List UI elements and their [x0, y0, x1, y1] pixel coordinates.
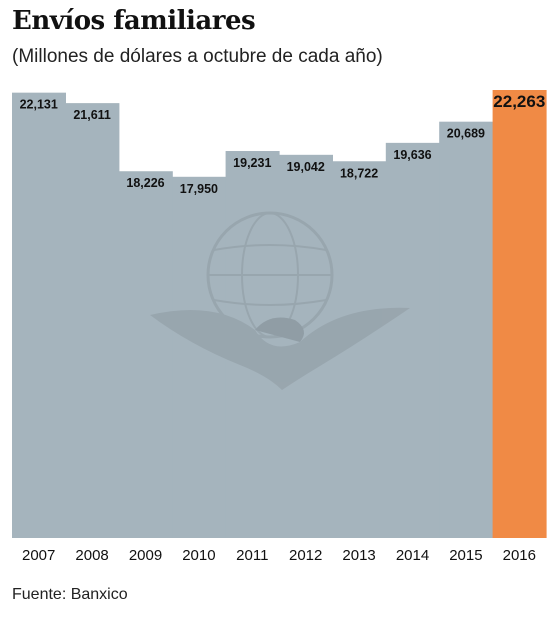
x-tick-2007: 2007 [22, 547, 55, 564]
bar-2010 [172, 176, 227, 538]
bar-chart: 22,131 21,611 18,226 17,950 19,231 19,042 18,7… [0, 80, 558, 580]
value-labels-group: 22,131 21,611 18,226 17,950 19,231 19,042 18,7… [20, 92, 546, 196]
value-label-2015: 20,689 [447, 127, 485, 141]
bar-2016 [492, 90, 547, 538]
x-axis-tick-labels: 2007 2008 2009 2010 2011 2012 2013 2014 2015 2016 [22, 547, 536, 564]
x-tick-2009: 2009 [129, 547, 162, 564]
value-label-2012: 19,042 [287, 160, 325, 174]
bar-2014 [385, 142, 440, 538]
value-label-2009: 18,226 [126, 176, 164, 190]
value-label-2011: 19,231 [233, 156, 271, 170]
eagle-globe-emblem-icon [150, 211, 410, 390]
bar-2007 [12, 92, 66, 538]
x-tick-2011: 2011 [236, 547, 268, 564]
value-label-2013: 18,722 [340, 166, 378, 180]
bar-2009 [118, 171, 173, 538]
value-label-2014: 19,636 [393, 148, 431, 162]
x-tick-2014: 2014 [396, 547, 429, 564]
bar-2008 [65, 103, 120, 539]
x-tick-2015: 2015 [449, 547, 482, 564]
value-label-2007: 22,131 [20, 98, 58, 112]
x-tick-2010: 2010 [182, 547, 215, 564]
value-label-2008: 21,611 [73, 108, 111, 122]
bars-group [12, 90, 547, 539]
value-label-2010: 17,950 [180, 182, 218, 196]
bar-chart-svg: 22,131 21,611 18,226 17,950 19,231 19,042 18,7… [12, 90, 547, 564]
chart-title: Envíos familiares [12, 6, 256, 36]
source-note: Fuente: Banxico [12, 586, 128, 603]
x-tick-2008: 2008 [75, 547, 108, 564]
bar-2015 [439, 121, 494, 539]
x-tick-2012: 2012 [289, 547, 322, 564]
chart-subtitle: (Millones de dólares a octubre de cada a… [12, 46, 383, 67]
x-tick-2016: 2016 [503, 547, 536, 564]
x-tick-2013: 2013 [342, 547, 375, 564]
value-label-2016: 22,263 [493, 92, 545, 111]
